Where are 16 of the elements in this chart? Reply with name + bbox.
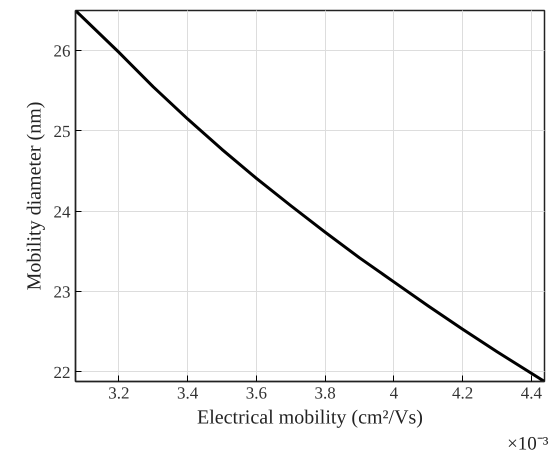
x-tick-label: 3.8 <box>314 384 336 402</box>
x-tick-label: 4.2 <box>452 384 474 402</box>
text: ×10⁻³ <box>507 434 549 454</box>
line-series <box>76 10 544 382</box>
y-tick-label: 22 <box>54 362 70 382</box>
x-tick-label: 3.4 <box>176 384 199 402</box>
x-tick-label: 4 <box>390 384 399 402</box>
y-tick-label: 26 <box>54 42 70 61</box>
x-tick-label: 3.2 <box>108 384 130 402</box>
y-axis-title: Mobility diameter (nm) <box>24 102 46 290</box>
y-tick-label: 23 <box>54 282 70 302</box>
x-tick-label: 3.6 <box>246 384 267 402</box>
x-tick-label: 4.4 <box>520 384 543 402</box>
x-axis-title: Electrical mobility (cm²/Vs) <box>197 406 423 428</box>
y-tick-label: 24 <box>54 202 71 222</box>
y-tick-label: 25 <box>54 122 70 141</box>
